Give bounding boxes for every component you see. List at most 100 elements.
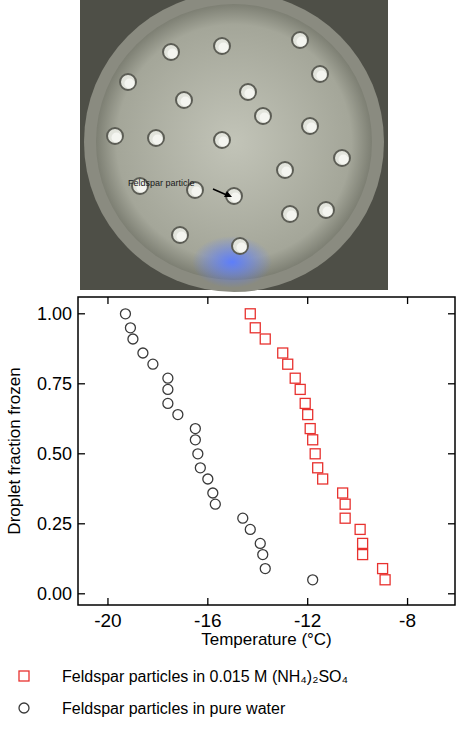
y-axis-title: Droplet fraction frozen (5, 367, 24, 534)
y-tick (78, 313, 85, 314)
legend-label: Feldspar particles in 0.015 M (NH₄)₂SO₄ (62, 668, 348, 685)
plate-well (107, 128, 123, 144)
plate-well (120, 74, 136, 90)
x-axis-title: Temperature (°C) (201, 630, 332, 649)
data-point (310, 449, 320, 459)
plate-well-glint (112, 133, 122, 143)
x-tick (107, 598, 108, 605)
data-point (355, 524, 365, 534)
plate-well-glint (260, 113, 270, 123)
plate-rim (84, 0, 384, 292)
plate-well (255, 108, 271, 124)
data-point (238, 513, 248, 523)
y-tick (78, 383, 85, 384)
plate-well-glint (181, 97, 191, 107)
data-point (173, 410, 183, 420)
data-point (138, 348, 148, 358)
data-point (305, 424, 315, 434)
plate-well-glint (282, 167, 292, 177)
annotation-arrowhead (224, 191, 232, 197)
data-point (190, 424, 200, 434)
data-point (260, 334, 270, 344)
x-tick-label: -16 (194, 610, 221, 631)
y-tick (78, 523, 85, 524)
data-point (340, 513, 350, 523)
data-point (338, 488, 348, 498)
y-tick-right (448, 593, 455, 594)
data-point (148, 359, 158, 369)
plate-well-glint (219, 137, 229, 147)
data-point (163, 373, 173, 383)
plate-well (312, 66, 328, 82)
data-point (163, 398, 173, 408)
data-point (308, 575, 318, 585)
legend-marker (19, 671, 29, 681)
x-tick-top (307, 297, 308, 304)
data-point (318, 474, 328, 484)
plate-well (318, 202, 334, 218)
data-point (190, 435, 200, 445)
data-point (313, 463, 323, 473)
data-point (250, 323, 260, 333)
plate-well-glint (287, 211, 297, 221)
plate-well (292, 32, 308, 48)
plate-well (277, 162, 293, 178)
x-tick-label: -12 (294, 610, 321, 631)
y-tick-label: 0.50 (37, 444, 72, 464)
plate-well (214, 38, 230, 54)
data-point (260, 564, 270, 574)
data-point (245, 524, 255, 534)
plate-well-glint (125, 79, 135, 89)
data-point (120, 309, 130, 319)
plate-well (214, 132, 230, 148)
x-tick (207, 598, 208, 605)
x-tick-top (407, 297, 408, 304)
plate-well (176, 92, 192, 108)
data-points (120, 309, 390, 585)
plate-well-glint (237, 243, 247, 253)
data-point (210, 499, 220, 509)
plate-well-glint (231, 193, 241, 203)
data-point (255, 538, 265, 548)
y-tick-label: 0.75 (37, 374, 72, 394)
plate-well (240, 84, 256, 100)
data-point (283, 359, 293, 369)
legend-label: Feldspar particles in pure water (62, 700, 286, 717)
photo-annotation: Feldspar particle (128, 178, 195, 188)
y-tick-label: 0.00 (37, 584, 72, 604)
plate-well-glint (219, 43, 229, 53)
x-tick-top (107, 297, 108, 304)
data-point (163, 384, 173, 394)
plate-well-glint (317, 71, 327, 81)
plate-well-glint (177, 232, 187, 242)
y-tick-right (448, 523, 455, 524)
data-point (245, 309, 255, 319)
plate-well (232, 238, 248, 254)
plate-well-glint (245, 89, 255, 99)
legend: Feldspar particles in 0.015 M (NH₄)₂SO₄ F… (19, 668, 348, 717)
plate-well (148, 130, 164, 146)
data-point (340, 499, 350, 509)
data-point (380, 575, 390, 585)
data-point (378, 564, 388, 574)
photo: Feldspar particle (80, 0, 388, 292)
data-point (300, 398, 310, 408)
data-point (358, 550, 368, 560)
plate-well-glint (297, 37, 307, 47)
data-point (208, 488, 218, 498)
data-point (358, 538, 368, 548)
data-point (203, 474, 213, 484)
plate-well-glint (192, 187, 202, 197)
plate-well-glint (168, 49, 178, 59)
legend-marker (19, 703, 29, 713)
plate-well (302, 118, 318, 134)
data-point (295, 384, 305, 394)
y-tick-right (448, 383, 455, 384)
data-point (128, 334, 138, 344)
data-point (290, 373, 300, 383)
chart: -20-16-12-80.000.250.500.751.00Temperatu… (5, 297, 455, 649)
blue-glow (192, 236, 272, 288)
plate-well-glint (339, 155, 349, 165)
y-tick-label: 0.25 (37, 514, 72, 534)
data-point (308, 435, 318, 445)
